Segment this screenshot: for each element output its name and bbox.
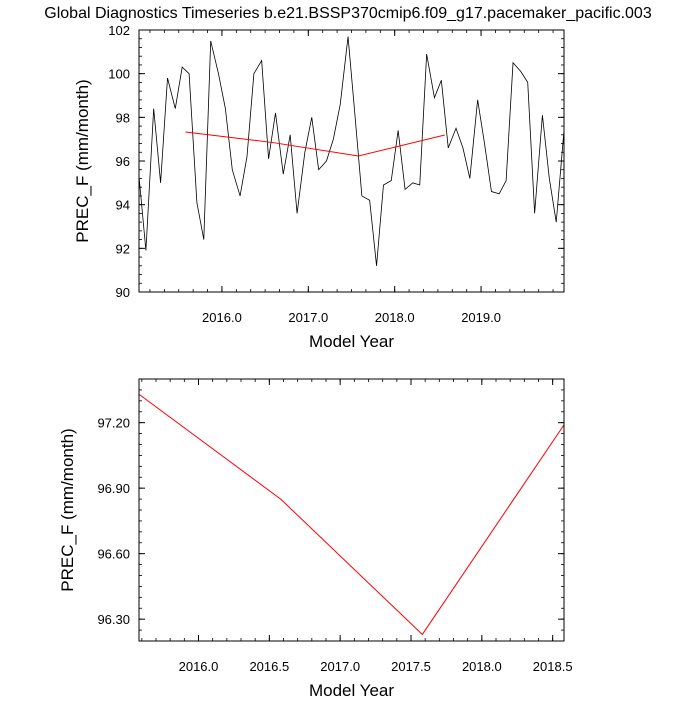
bottom-y-tick-label: 97.20: [97, 416, 130, 431]
top-x-tick-label: 2018.0: [375, 310, 415, 325]
bottom-x-tick-label: 2018.5: [533, 659, 573, 674]
top-series-layer: [138, 36, 565, 266]
bottom-series-layer: [138, 393, 565, 636]
bottom-panel: 2016.0 2016.5 2017.0 2017.5 2018.0 2018.5 96.3…: [58, 378, 573, 700]
bottom-y-tick-label: 96.30: [97, 612, 130, 627]
top-y-tick-label: 96: [116, 154, 130, 169]
bottom-y-axis-title: PREC_F (mm/month): [58, 428, 77, 591]
top-y-tick-label: 102: [108, 23, 130, 38]
bottom-series-annual-mean-line: [138, 393, 565, 636]
top-y-tick-label: 98: [116, 110, 130, 125]
bottom-x-tick-label: 2016.5: [249, 659, 289, 674]
top-y-tick-label: 94: [116, 198, 130, 213]
bottom-x-tick-label: 2017.0: [320, 659, 360, 674]
top-panel: 2016.0 2017.0 2018.0 2019.0 90 92 94 96 98 100 102…: [73, 23, 565, 351]
bottom-x-tick-label: 2018.0: [462, 659, 502, 674]
top-series-monthly-line: [138, 36, 565, 266]
top-series-annual-mean-line: [185, 131, 445, 157]
top-y-tick-label: 100: [108, 67, 130, 82]
bottom-y-tick-label: 96.60: [97, 547, 130, 562]
top-ticks-layer: 2016.0 2017.0 2018.0 2019.0 90 92 94 96 98 100 102: [108, 23, 564, 325]
bottom-x-tick-label: 2016.0: [179, 659, 219, 674]
top-x-axis-title: Model Year: [309, 332, 394, 351]
top-y-tick-label: 92: [116, 241, 130, 256]
bottom-y-tick-label: 96.90: [97, 481, 130, 496]
top-y-tick-label: 90: [116, 285, 130, 300]
bottom-plot-frame: [138, 378, 565, 642]
top-x-tick-label: 2019.0: [461, 310, 501, 325]
top-plot-frame: [138, 29, 565, 293]
bottom-x-axis-title: Model Year: [309, 681, 394, 700]
top-x-tick-label: 2017.0: [288, 310, 328, 325]
page-title: Global Diagnostics Timeseries b.e21.BSSP…: [44, 5, 652, 22]
top-y-axis-title: PREC_F (mm/month): [73, 79, 92, 242]
bottom-x-tick-label: 2017.5: [391, 659, 431, 674]
top-x-tick-label: 2016.0: [202, 310, 242, 325]
bottom-ticks-layer: 2016.0 2016.5 2017.0 2017.5 2018.0 2018.5 96.3…: [97, 378, 573, 674]
